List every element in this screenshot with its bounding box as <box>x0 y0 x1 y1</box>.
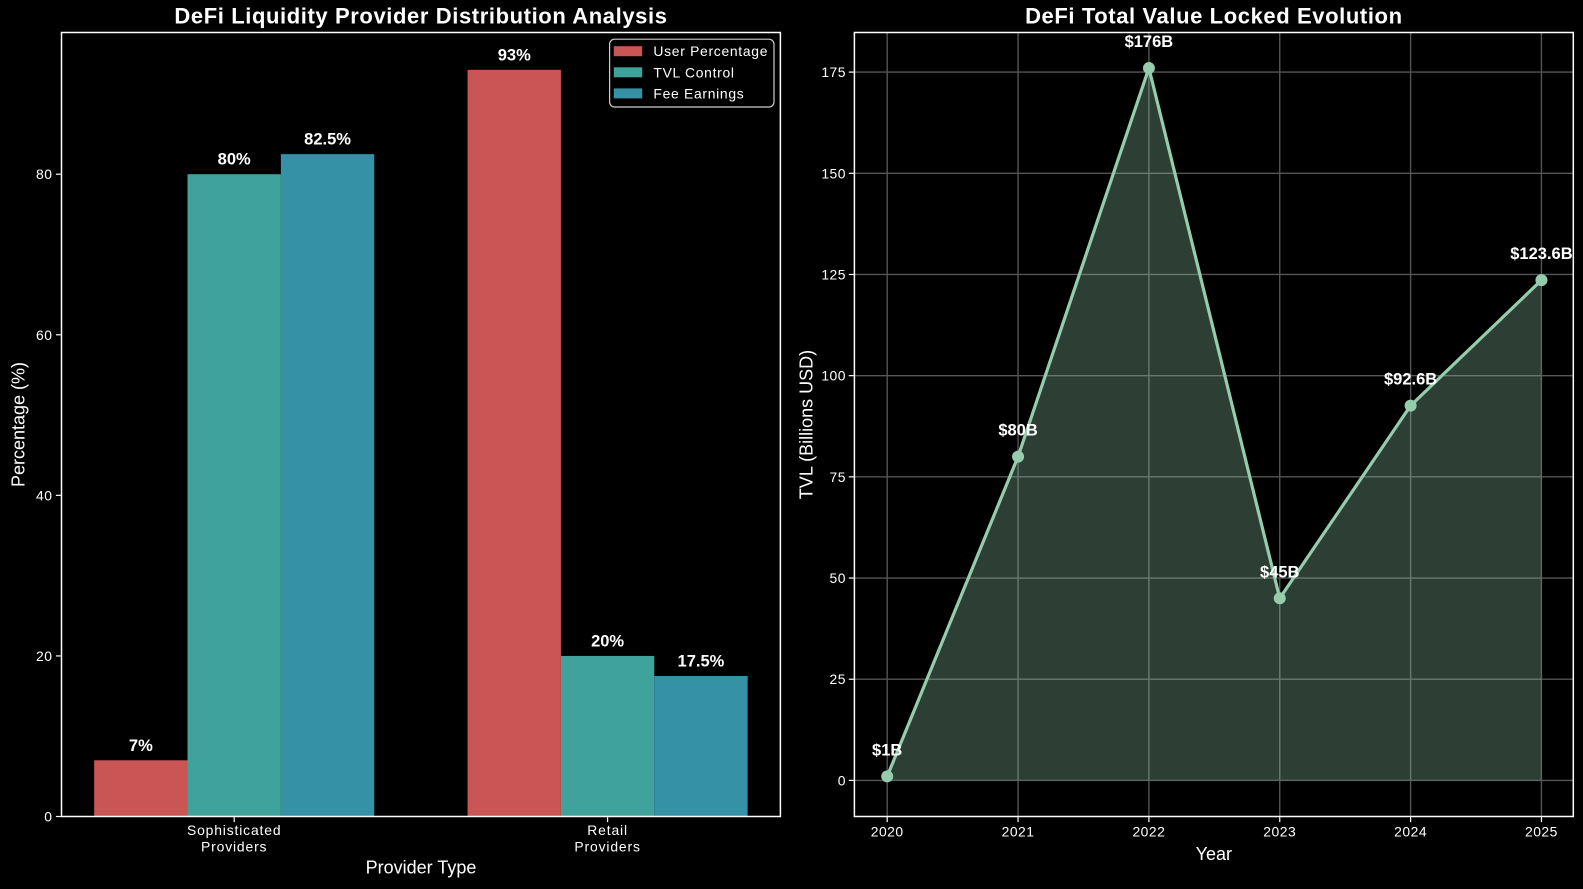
svg-text:$1B: $1B <box>872 741 902 759</box>
svg-text:$92.6B: $92.6B <box>1384 371 1437 389</box>
svg-text:93%: 93% <box>498 46 531 64</box>
svg-text:20: 20 <box>36 648 52 664</box>
svg-text:80%: 80% <box>218 151 251 169</box>
svg-text:Providers: Providers <box>201 839 267 855</box>
svg-text:$176B: $176B <box>1125 33 1174 51</box>
svg-text:$45B: $45B <box>1260 563 1300 581</box>
svg-text:Providers: Providers <box>574 839 640 855</box>
svg-text:2020: 2020 <box>871 824 904 840</box>
svg-text:2024: 2024 <box>1394 824 1427 840</box>
svg-text:User Percentage: User Percentage <box>653 43 768 59</box>
svg-text:2023: 2023 <box>1263 824 1296 840</box>
svg-text:TVL (Billions USD): TVL (Billions USD) <box>797 350 817 499</box>
svg-text:20%: 20% <box>591 632 624 650</box>
svg-text:TVL Control: TVL Control <box>653 64 734 80</box>
svg-text:2025: 2025 <box>1525 824 1558 840</box>
svg-text:Fee Earnings: Fee Earnings <box>653 85 744 101</box>
svg-text:125: 125 <box>821 266 846 282</box>
svg-text:82.5%: 82.5% <box>304 131 351 149</box>
svg-text:100: 100 <box>821 368 846 384</box>
svg-text:Provider Type: Provider Type <box>366 858 477 878</box>
svg-text:25: 25 <box>830 671 846 687</box>
svg-text:175: 175 <box>821 64 846 80</box>
svg-text:$123.6B: $123.6B <box>1510 245 1572 263</box>
svg-text:2021: 2021 <box>1002 824 1035 840</box>
svg-text:Sophisticated: Sophisticated <box>187 822 281 838</box>
svg-text:DeFi Total Value Locked Evolut: DeFi Total Value Locked Evolution <box>1025 4 1403 29</box>
svg-text:Percentage (%): Percentage (%) <box>9 362 29 487</box>
svg-text:2022: 2022 <box>1132 824 1165 840</box>
svg-text:DeFi Liquidity Provider Distri: DeFi Liquidity Provider Distribution Ana… <box>174 4 667 29</box>
svg-text:0: 0 <box>44 809 52 825</box>
svg-text:40: 40 <box>36 487 52 503</box>
svg-text:7%: 7% <box>129 737 153 755</box>
svg-text:$80B: $80B <box>998 422 1038 440</box>
svg-text:0: 0 <box>838 772 846 788</box>
svg-text:50: 50 <box>830 570 846 586</box>
svg-text:Year: Year <box>1196 844 1232 864</box>
svg-text:60: 60 <box>36 327 52 343</box>
svg-text:17.5%: 17.5% <box>678 653 725 671</box>
svg-text:75: 75 <box>830 469 846 485</box>
svg-text:Retail: Retail <box>587 822 628 838</box>
svg-text:80: 80 <box>36 166 52 182</box>
svg-text:150: 150 <box>821 165 846 181</box>
